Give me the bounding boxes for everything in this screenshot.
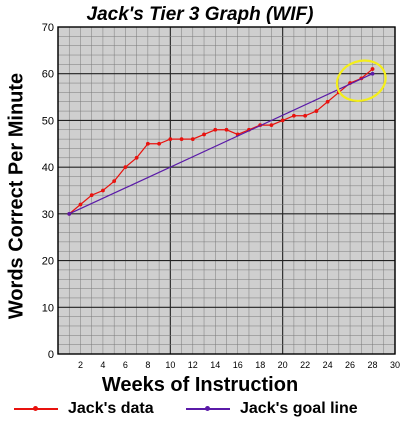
x-tick-label: 18 [255, 360, 265, 370]
data-point [78, 202, 83, 207]
highlight-ellipse [335, 59, 387, 102]
x-tick-label: 6 [123, 360, 128, 370]
legend-item-data: Jack's data [14, 398, 154, 420]
y-tick-label: 50 [42, 115, 54, 127]
legend-data-swatch [14, 406, 58, 411]
data-point [179, 137, 184, 142]
data-series-line [68, 68, 373, 215]
x-tick-label: 22 [300, 360, 310, 370]
x-axis-label: Weeks of Instruction [101, 374, 299, 396]
data-point [213, 127, 218, 132]
plot-frame [57, 26, 396, 355]
y-tick-label: 0 [48, 349, 54, 361]
y-tick-label: 10 [42, 302, 54, 314]
data-point [112, 179, 117, 184]
data-point [134, 155, 139, 160]
x-tick-label: 8 [145, 360, 150, 370]
y-tick-label: 60 [42, 69, 54, 81]
x-tick-label: 14 [210, 360, 220, 370]
data-point [269, 123, 274, 127]
data-point [145, 141, 150, 146]
x-tick-label: 20 [278, 360, 288, 370]
data-point [89, 193, 94, 198]
x-tick-label: 10 [165, 360, 175, 370]
x-tick-label: 26 [345, 360, 355, 370]
data-point [157, 141, 162, 146]
y-tick-label: 30 [42, 209, 54, 221]
x-tick-label: 28 [368, 360, 378, 370]
goal-series-line [68, 73, 373, 215]
data-point [325, 99, 330, 104]
data-point [280, 118, 285, 123]
data-point [190, 137, 195, 142]
x-tick-label: 30 [390, 360, 400, 370]
data-point [292, 113, 296, 118]
goal-point [370, 71, 375, 76]
data-point [168, 137, 173, 142]
legend-goal-swatch [186, 406, 230, 411]
y-tick-label: 40 [42, 162, 54, 174]
x-tick-label: 16 [233, 360, 243, 370]
chart-title: Jack's Tier 3 Graph (WIF) [86, 4, 314, 25]
x-tick-label: 4 [100, 360, 105, 370]
legend-item-goal: Jack's goal line [186, 398, 358, 420]
y-tick-label: 70 [42, 22, 54, 34]
x-tick-label: 24 [323, 360, 333, 370]
data-point [202, 132, 206, 137]
legend-data-label: Jack's data [68, 400, 154, 417]
data-point [123, 165, 128, 170]
goal-point [67, 211, 72, 216]
data-point [303, 113, 308, 118]
data-point [224, 127, 229, 132]
y-tick-label: 20 [42, 256, 54, 268]
legend-goal-label: Jack's goal line [240, 400, 358, 417]
data-point [314, 109, 319, 113]
x-tick-label: 2 [78, 360, 83, 370]
data-point [370, 67, 375, 71]
data-point [101, 188, 105, 193]
x-tick-label: 12 [188, 360, 198, 370]
